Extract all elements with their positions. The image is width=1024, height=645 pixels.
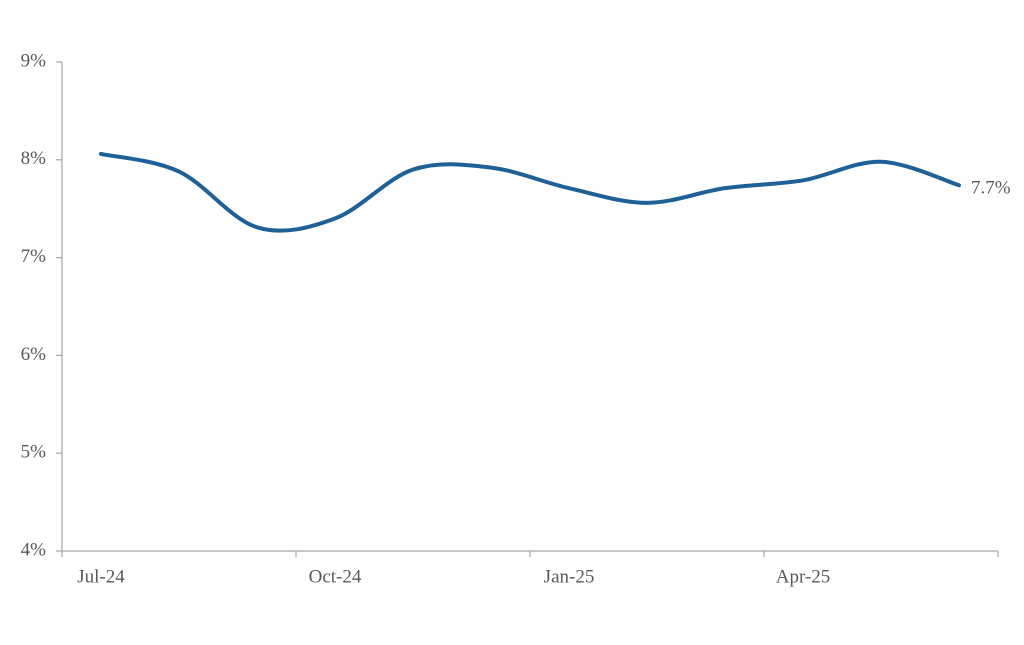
- y-tick-label: 9%: [21, 50, 47, 71]
- y-tick-label: 8%: [21, 148, 47, 169]
- y-tick-label: 6%: [21, 344, 47, 365]
- x-tick-label: Apr-25: [776, 566, 831, 587]
- data-line: [99, 151, 961, 233]
- y-tick-label: 7%: [21, 246, 47, 267]
- x-tick-label: Jan-25: [544, 566, 595, 587]
- x-tick-label: Oct-24: [309, 566, 362, 587]
- x-tick-label: Jul-24: [77, 566, 125, 587]
- value-label: 7.7%: [971, 178, 1011, 199]
- y-tick-label: 4%: [21, 539, 47, 560]
- y-tick-label: 5%: [21, 442, 47, 463]
